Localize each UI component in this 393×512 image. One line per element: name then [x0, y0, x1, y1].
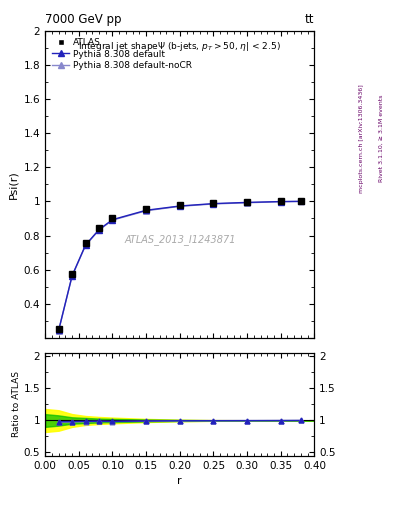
Y-axis label: Ratio to ATLAS: Ratio to ATLAS — [12, 372, 21, 437]
Text: tt: tt — [305, 13, 314, 26]
Text: mcplots.cern.ch [arXiv:1306.3436]: mcplots.cern.ch [arXiv:1306.3436] — [359, 84, 364, 193]
Text: ATLAS_2013_I1243871: ATLAS_2013_I1243871 — [124, 234, 235, 245]
Text: Rivet 3.1.10, ≥ 3.1M events: Rivet 3.1.10, ≥ 3.1M events — [379, 95, 384, 182]
Legend: ATLAS, Pythia 8.308 default, Pythia 8.308 default-noCR: ATLAS, Pythia 8.308 default, Pythia 8.30… — [50, 35, 195, 73]
Text: Integral jet shape$\Psi$ (b-jets, $p_{T}$$>$50, $\eta$$|$ < 2.5): Integral jet shape$\Psi$ (b-jets, $p_{T}… — [79, 40, 281, 53]
Text: 7000 GeV pp: 7000 GeV pp — [45, 13, 122, 26]
Y-axis label: Psi(r): Psi(r) — [8, 170, 18, 199]
X-axis label: r: r — [178, 476, 182, 486]
